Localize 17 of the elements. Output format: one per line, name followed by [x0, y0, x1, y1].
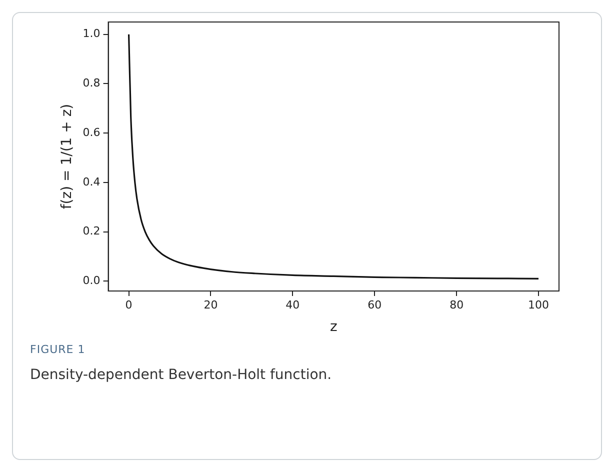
- x-tick-label: 40: [286, 298, 300, 312]
- caption: FIGURE 1: [30, 343, 86, 356]
- x-tick-label: 80: [450, 298, 464, 312]
- y-tick-label: 1.0: [82, 27, 100, 40]
- text: Density-dependent Beverton-Holt function.: [30, 367, 332, 383]
- x-tick-label: 0: [125, 298, 132, 312]
- y-tick-label: 0.0: [82, 274, 100, 287]
- x-tick-label: 20: [204, 298, 218, 312]
- y-tick-label: 0.4: [82, 175, 100, 188]
- y-tick-label: 0.2: [82, 224, 100, 238]
- x-tick-label: 100: [528, 298, 550, 312]
- x-axis-title: z: [330, 319, 338, 336]
- y-tick-label: 0.8: [82, 76, 100, 90]
- x-tick-label: 60: [368, 298, 382, 312]
- y-axis-title: f(z) = 1/(1 + z): [59, 104, 76, 210]
- y-tick-label: 0.6: [82, 126, 100, 139]
- line-series: [128, 34, 540, 280]
